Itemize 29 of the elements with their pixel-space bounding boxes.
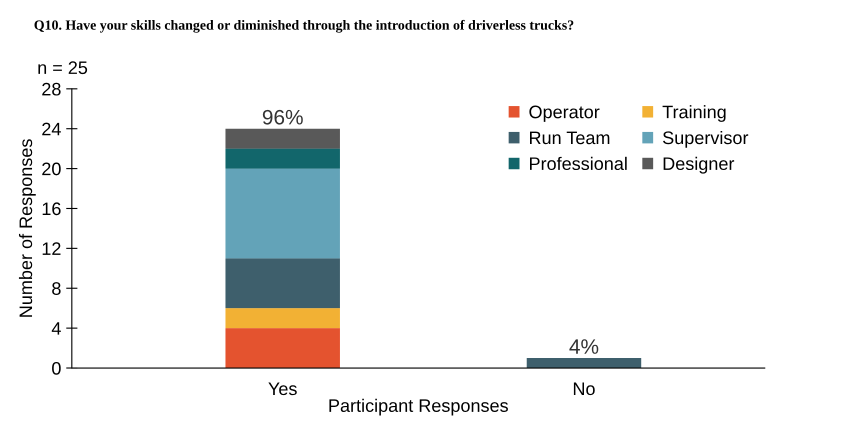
bar xyxy=(526,358,642,368)
bar xyxy=(225,308,340,328)
bar xyxy=(225,128,340,149)
y-tick-label: 24 xyxy=(42,122,61,136)
text: n = 25 xyxy=(38,61,88,74)
y-tick-label: 28 xyxy=(42,82,61,96)
bar xyxy=(225,328,340,368)
y-tick-label: 20 xyxy=(42,162,61,176)
y-tick-label: 16 xyxy=(42,202,61,216)
y-axis-title: Number of Responses xyxy=(18,139,36,317)
legend-label: Designer xyxy=(664,156,734,174)
x-tick-label: No xyxy=(574,382,595,396)
legend-label: Professional xyxy=(530,156,627,170)
bar xyxy=(225,168,340,258)
annotation: 4% xyxy=(569,339,598,354)
legend-label: Training xyxy=(662,105,726,122)
x-tick-label: Yes xyxy=(268,382,297,396)
x-axis-title: Participant Responses xyxy=(329,398,508,416)
annotation: 96% xyxy=(262,110,303,125)
y-tick-label: 4 xyxy=(52,322,61,335)
bar xyxy=(225,258,340,308)
y-tick-label: 0 xyxy=(52,362,61,375)
y-tick-label: 8 xyxy=(52,282,61,295)
legend-label: Supervisor xyxy=(663,130,748,148)
legend-label: Run Team xyxy=(530,132,610,144)
chart-title: Q10. Have your skills changed or diminished through the introduction of driverless trucks? xyxy=(34,20,574,33)
legend-label: Operator xyxy=(529,106,600,122)
bar xyxy=(225,148,340,169)
y-tick-label: 12 xyxy=(42,242,61,255)
